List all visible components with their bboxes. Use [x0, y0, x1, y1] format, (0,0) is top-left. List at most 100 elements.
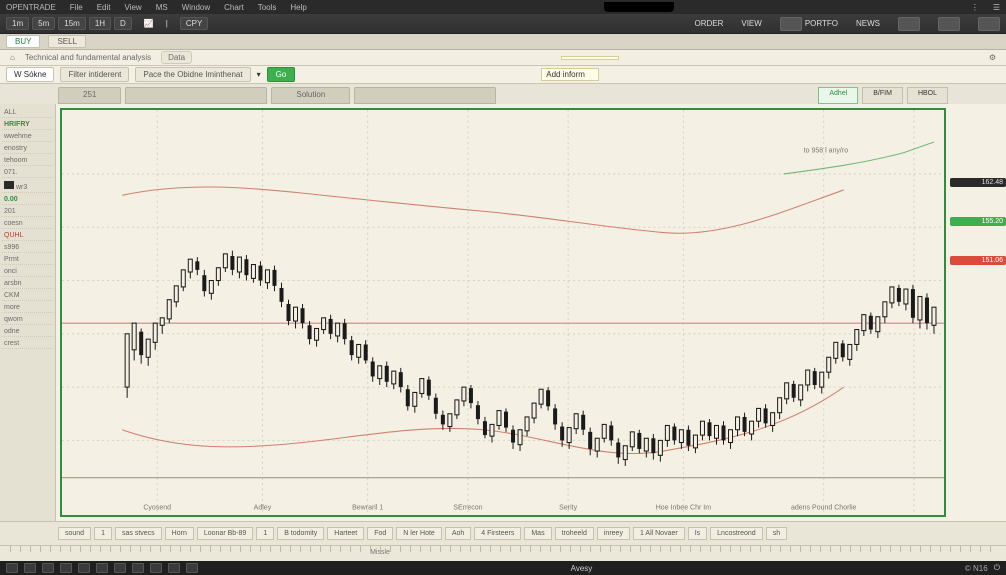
cpy-button[interactable]: CPY	[180, 17, 208, 30]
menu-right-icon[interactable]: ☰	[993, 3, 1000, 12]
filter-segment[interactable]: Pace the Obidne Iminthenat	[135, 67, 250, 82]
watchlist-row[interactable]: arsbn	[2, 279, 53, 289]
bottom-tab[interactable]: 1	[256, 527, 274, 540]
watchlist-row[interactable]: 0.00	[2, 195, 53, 205]
right-tab[interactable]: HBOL	[907, 87, 948, 104]
bottom-tab[interactable]: troheeld	[555, 527, 594, 540]
watchlist-row[interactable]: QUHL	[2, 231, 53, 241]
interval-button[interactable]: 1m	[6, 17, 29, 30]
bottom-tab[interactable]: Harteet	[327, 527, 364, 540]
watchlist-row[interactable]: CKM	[2, 291, 53, 301]
watchlist-row[interactable]: 201	[2, 207, 53, 217]
interval-button[interactable]: 1H	[89, 17, 111, 30]
taskbar-app-icon[interactable]	[96, 563, 108, 573]
watchlist-row[interactable]: coesn	[2, 219, 53, 229]
gear-icon[interactable]: ⚙	[989, 53, 996, 62]
add-indicator-input[interactable]	[561, 56, 619, 60]
now-playing: Avesy	[571, 564, 593, 573]
watchlist-row[interactable]: onci	[2, 267, 53, 277]
interval-button[interactable]: D	[114, 17, 132, 30]
bottom-tab[interactable]: N ler Hote	[396, 527, 442, 540]
watchlist-row[interactable]: crest	[2, 339, 53, 349]
watchlist-row[interactable]: more	[2, 303, 53, 313]
taskbar-app-icon[interactable]	[24, 563, 36, 573]
interval-button[interactable]: 5m	[32, 17, 55, 30]
taskbar-app-icon[interactable]	[168, 563, 180, 573]
toolbar-label[interactable]: NEWS	[856, 19, 880, 28]
panel-tab[interactable]	[354, 87, 496, 104]
taskbar-app-icon[interactable]	[60, 563, 72, 573]
menu-item[interactable]: Chart	[224, 3, 244, 12]
right-tab[interactable]: Adhel	[818, 87, 858, 104]
menu-item[interactable]: Edit	[97, 3, 111, 12]
right-tab[interactable]: B/FIM	[862, 87, 903, 104]
chart-type-icon[interactable]: 📈	[144, 19, 154, 28]
panel-tab[interactable]	[125, 87, 267, 104]
taskbar-app-icon[interactable]	[78, 563, 90, 573]
taskbar-app-icon[interactable]	[6, 563, 18, 573]
bottom-tab[interactable]: B todomity	[277, 527, 324, 540]
price-tag: 162.48	[950, 178, 1006, 187]
bottom-tab[interactable]: inreey	[597, 527, 630, 540]
menu-item[interactable]: MS	[156, 3, 168, 12]
interval-button[interactable]: 15m	[58, 17, 86, 30]
panel-tab[interactable]: 251	[58, 87, 121, 104]
filter-segment[interactable]: W Sókne	[6, 67, 54, 82]
bottom-tab[interactable]: sound	[58, 527, 91, 540]
svg-text:Bewraril 1: Bewraril 1	[352, 502, 383, 511]
mid-input[interactable]: Add inform	[541, 68, 599, 81]
bottom-tab[interactable]: 1 All Novaer	[633, 527, 685, 540]
svg-text:Cyosend: Cyosend	[143, 502, 171, 511]
user-icon[interactable]	[978, 17, 1000, 31]
taskbar-app-icon[interactable]	[132, 563, 144, 573]
menu-item[interactable]: File	[70, 3, 83, 12]
watchlist-row[interactable]: ALL	[2, 108, 53, 118]
watchlist-row[interactable]: 071.	[2, 168, 53, 178]
go-button[interactable]: Go	[267, 67, 296, 82]
taskbar-app-icon[interactable]	[114, 563, 126, 573]
watchlist-row[interactable]: HRIFRY	[2, 120, 53, 130]
watchlist-row[interactable]: wwehme	[2, 132, 53, 142]
bottom-tab[interactable]: Is	[688, 527, 707, 540]
bottom-tab[interactable]: Fod	[367, 527, 393, 540]
tray-icon[interactable]: ⏻	[994, 563, 1000, 573]
bottom-tab[interactable]: Lncostreond	[710, 527, 763, 540]
buy-tab[interactable]: BUY	[6, 35, 40, 48]
watchlist-row[interactable]: s996	[2, 243, 53, 253]
taskbar-app-icon[interactable]	[186, 563, 198, 573]
toolbar-label[interactable]: VIEW	[741, 19, 761, 28]
menu-item[interactable]: Window	[182, 3, 210, 12]
bottom-tab[interactable]: Loonar Bb-89	[197, 527, 253, 540]
chart-frame[interactable]: to 958 l any/roCyosendAdleyBewraril 1SEr…	[60, 108, 946, 517]
menu-right-icon[interactable]: ⋮	[971, 3, 979, 12]
bottom-tab[interactable]: Horn	[165, 527, 194, 540]
dropdown-icon[interactable]: ▾	[257, 70, 261, 79]
data-pill[interactable]: Data	[161, 51, 192, 64]
watchlist-row[interactable]: enostry	[2, 144, 53, 154]
chart-svg[interactable]: to 958 l any/roCyosendAdleyBewraril 1SEr…	[62, 110, 944, 515]
panel-tab[interactable]: Solution	[271, 87, 350, 104]
portfolio-icon[interactable]	[780, 17, 802, 31]
bottom-tab[interactable]: sas stvecs	[115, 527, 162, 540]
toolbar-label[interactable]: ORDER	[694, 19, 723, 28]
layers-icon[interactable]	[938, 17, 960, 31]
home-icon[interactable]: ⌂	[10, 53, 15, 62]
bottom-tab[interactable]: 1	[94, 527, 112, 540]
bottom-tab[interactable]: Aoh	[445, 527, 471, 540]
bottom-tab[interactable]: sh	[766, 527, 787, 540]
bottom-tab[interactable]: 4 Firsteers	[474, 527, 521, 540]
taskbar-app-icon[interactable]	[42, 563, 54, 573]
menu-item[interactable]: View	[124, 3, 141, 12]
menu-item[interactable]: Help	[290, 3, 306, 12]
grid-icon[interactable]	[898, 17, 920, 31]
watchlist-row[interactable]: tehoom	[2, 156, 53, 166]
sell-tab[interactable]: SELL	[48, 35, 86, 48]
bottom-tab[interactable]: Mas	[524, 527, 551, 540]
taskbar-app-icon[interactable]	[150, 563, 162, 573]
watchlist-row[interactable]: Prmt	[2, 255, 53, 265]
watchlist-row[interactable]: qwom	[2, 315, 53, 325]
menu-item[interactable]: Tools	[258, 3, 277, 12]
watchlist-row[interactable]: odne	[2, 327, 53, 337]
filter-segment[interactable]: Filter intiderent	[60, 67, 129, 82]
watchlist-row[interactable]: wr3	[2, 180, 53, 193]
